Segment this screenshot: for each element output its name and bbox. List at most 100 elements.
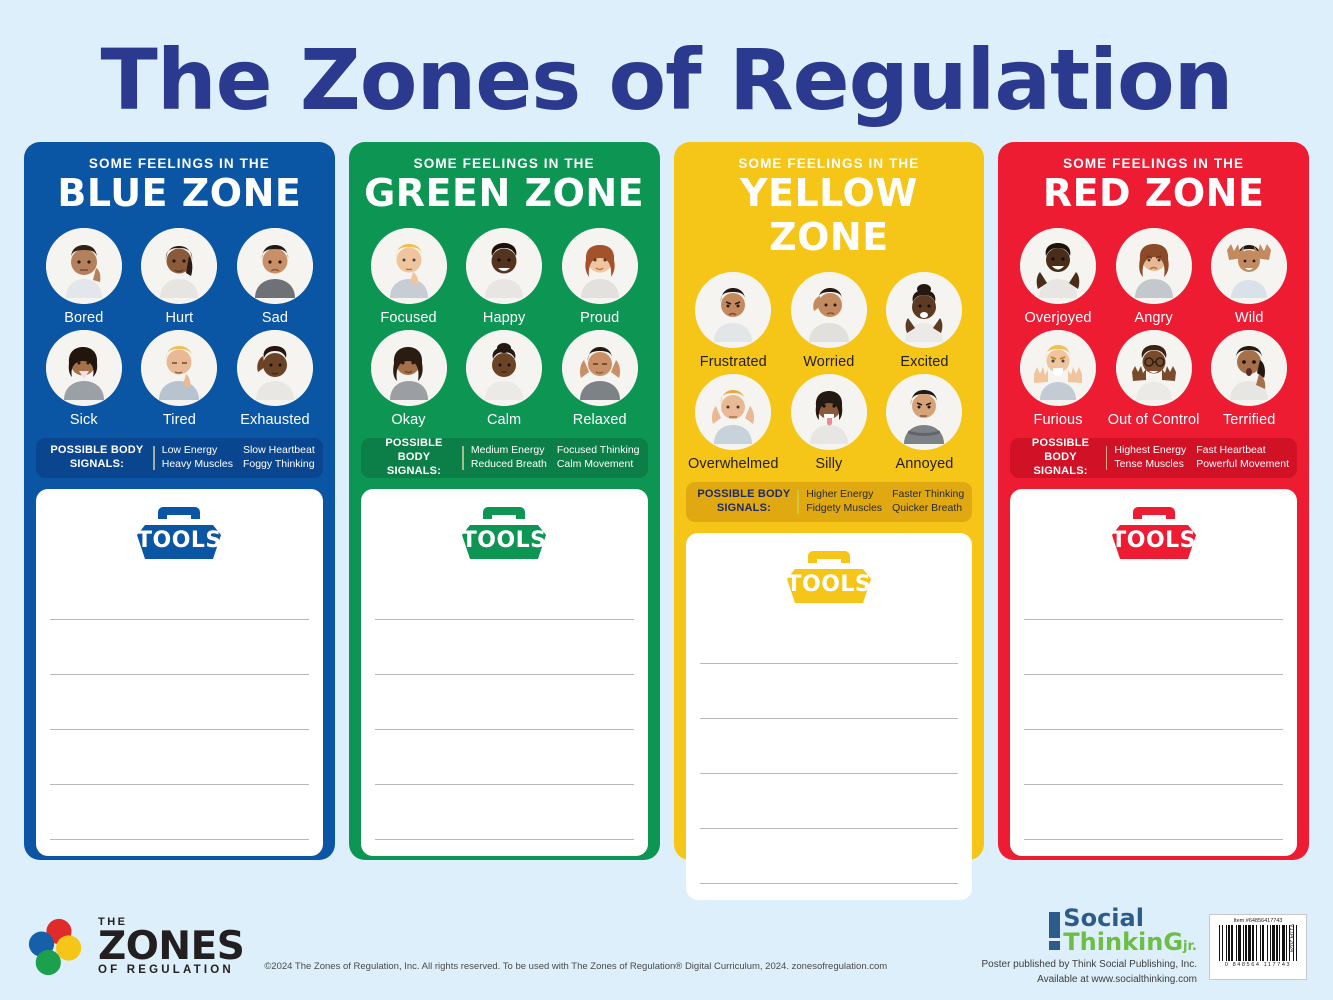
portrait-exhausted-icon	[236, 329, 313, 406]
signals-column-1: Highest Energy Tense Muscles	[1114, 444, 1186, 471]
feeling-item[interactable]: Excited	[877, 271, 973, 370]
tool-line[interactable]	[50, 785, 309, 840]
feeling-item[interactable]: Hurt	[132, 227, 228, 326]
tool-line[interactable]	[1024, 785, 1283, 840]
page-title: The Zones of Regulation	[100, 31, 1234, 129]
tool-write-lines[interactable]	[699, 609, 959, 890]
signal-text: Foggy Thinking	[242, 457, 315, 470]
feeling-item[interactable]: Annoyed	[877, 373, 973, 472]
zone-kicker-green: SOME FEELINGS IN THE	[413, 156, 595, 172]
feeling-item[interactable]: Calm	[456, 329, 552, 428]
footer-left: THE ZONES OF REGULATION ©2024 The Zones …	[26, 916, 887, 978]
toolbox-label: TOOLS	[786, 571, 872, 597]
feeling-label: Sick	[69, 411, 98, 428]
tool-line[interactable]	[699, 664, 959, 719]
tool-line[interactable]	[374, 565, 634, 620]
tool-line[interactable]	[374, 785, 634, 840]
tool-line[interactable]	[50, 565, 309, 620]
feeling-label: Silly	[815, 455, 843, 472]
feeling-label: Annoyed	[895, 455, 954, 472]
feeling-item[interactable]: Okay	[361, 329, 457, 428]
tool-line[interactable]	[374, 675, 634, 730]
feeling-item[interactable]: Worried	[781, 271, 877, 370]
tool-line[interactable]	[699, 774, 959, 829]
tool-line[interactable]	[50, 620, 309, 675]
zone-card-green[interactable]: SOME FEELINGS IN THE GREEN ZONE Focused …	[348, 142, 660, 861]
portrait-annoyed-icon	[886, 373, 963, 450]
tool-line[interactable]	[699, 719, 959, 774]
portrait-silly-icon	[790, 373, 867, 450]
zone-card-yellow[interactable]: SOME FEELINGS IN THE YELLOW ZONE Frustra…	[673, 142, 985, 900]
feeling-item[interactable]: Overwhelmed	[686, 373, 782, 472]
body-signals-title-line2: SIGNALS:	[716, 501, 771, 514]
zone-name-red: RED ZONE	[1042, 171, 1265, 216]
tools-panel-green[interactable]: TOOLS	[360, 488, 648, 856]
body-signals-title-line2: SIGNALS:	[69, 457, 124, 470]
feeling-item[interactable]: Relaxed	[552, 329, 648, 428]
tool-line[interactable]	[1024, 730, 1283, 785]
signals-column-2: Faster Thinking Quicker Breath	[892, 488, 964, 515]
feeling-item[interactable]: Frustrated	[686, 271, 782, 370]
tool-line[interactable]	[699, 829, 959, 884]
feeling-item[interactable]: Angry	[1106, 227, 1202, 326]
feeling-item[interactable]: Silly	[781, 373, 877, 472]
tool-line[interactable]	[374, 620, 634, 675]
body-signals-bar-green: POSSIBLE BODY SIGNALS: Medium Energy Red…	[360, 437, 648, 478]
zone-kicker-yellow: SOME FEELINGS IN THE	[738, 156, 920, 172]
tool-line[interactable]	[1024, 565, 1283, 620]
feeling-item[interactable]: Happy	[456, 227, 552, 326]
feeling-item[interactable]: Exhausted	[227, 329, 323, 428]
tools-panel-red[interactable]: TOOLS	[1010, 488, 1297, 856]
feeling-item[interactable]: Sad	[227, 227, 323, 326]
exclamation-bar	[1049, 911, 1061, 938]
zones-row: SOME FEELINGS IN THE BLUE ZONE Bored Hur…	[0, 124, 1333, 900]
publisher-line-2: Available at www.socialthinking.com	[1037, 973, 1197, 985]
zone-card-red[interactable]: SOME FEELINGS IN THE RED ZONE Overjoyed …	[998, 142, 1309, 861]
portrait-sick-icon	[45, 329, 122, 406]
feeling-label: Relaxed	[572, 411, 627, 428]
st-jr-text: jr.	[1183, 938, 1197, 954]
feeling-item[interactable]: Bored	[36, 227, 132, 326]
signals-columns: Medium Energy Reduced Breath Focused Thi…	[471, 444, 640, 471]
zone-card-blue[interactable]: SOME FEELINGS IN THE BLUE ZONE Bored Hur…	[24, 142, 335, 861]
toolbox-icon: TOOLS	[775, 547, 883, 609]
signal-text: Focused Thinking	[556, 444, 640, 457]
zones-wordmark: THE ZONES OF REGULATION	[98, 917, 245, 977]
body-signals-bar-yellow: POSSIBLE BODY SIGNALS: Higher Energy Fid…	[685, 481, 973, 522]
portrait-happy-icon	[466, 227, 543, 304]
tools-panel-yellow[interactable]: TOOLS	[685, 532, 973, 900]
toolbox-icon: TOOLS	[125, 503, 233, 565]
feeling-item[interactable]: Out of Control	[1106, 329, 1202, 428]
tool-write-lines[interactable]	[374, 565, 634, 846]
tools-panel-blue[interactable]: TOOLS	[36, 488, 323, 856]
feeling-label: Terrified	[1222, 411, 1276, 428]
zone-name-blue: BLUE ZONE	[57, 171, 302, 216]
barcode-bars	[1218, 925, 1298, 961]
feeling-item[interactable]: Wild	[1201, 227, 1297, 326]
exclamation-icon	[1049, 911, 1061, 950]
tool-line[interactable]	[50, 730, 309, 785]
zone-kicker-blue: SOME FEELINGS IN THE	[88, 156, 270, 172]
tool-line[interactable]	[699, 609, 959, 664]
tool-line[interactable]	[50, 675, 309, 730]
body-signals-title: POSSIBLE BODY SIGNALS:	[694, 488, 795, 516]
copyright-text: ©2024 The Zones of Regulation, Inc. All …	[264, 961, 888, 972]
feeling-item[interactable]: Furious	[1010, 329, 1106, 428]
feeling-item[interactable]: Focused	[361, 227, 457, 326]
tool-line[interactable]	[1024, 620, 1283, 675]
tool-line[interactable]	[1024, 675, 1283, 730]
body-signals-title: POSSIBLE BODY SIGNALS:	[1018, 437, 1103, 478]
feeling-item[interactable]: Overjoyed	[1010, 227, 1106, 326]
feeling-item[interactable]: Terrified	[1201, 329, 1297, 428]
tool-line[interactable]	[374, 730, 634, 785]
portrait-tired-icon	[141, 329, 218, 406]
signal-text: Fidgety Muscles	[806, 501, 883, 514]
tool-write-lines[interactable]	[50, 565, 309, 846]
tool-write-lines[interactable]	[1024, 565, 1283, 846]
feeling-item[interactable]: Proud	[552, 227, 648, 326]
portrait-worried-icon	[790, 271, 867, 348]
body-signals-title-line1: POSSIBLE BODY	[385, 437, 443, 463]
feeling-item[interactable]: Sick	[36, 329, 132, 428]
signals-columns: Low Energy Heavy Muscles Slow Heartbeat …	[162, 444, 315, 471]
feeling-item[interactable]: Tired	[132, 329, 228, 428]
